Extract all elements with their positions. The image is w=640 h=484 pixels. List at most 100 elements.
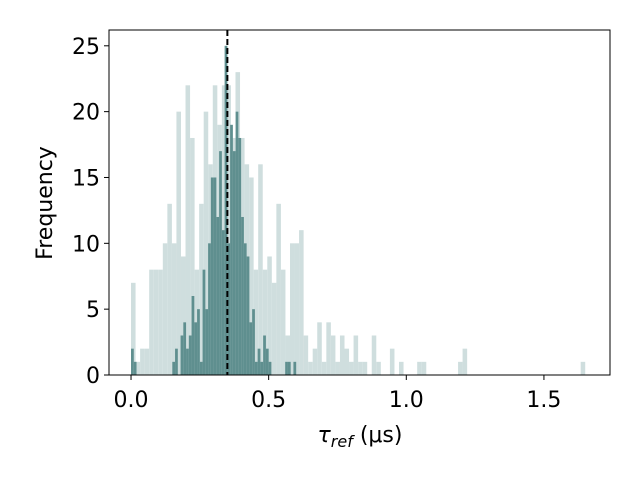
histogram-bar	[131, 282, 136, 375]
histogram-bar	[149, 269, 154, 375]
histogram-bar	[199, 203, 204, 375]
histogram-bar	[258, 164, 263, 375]
histogram-bar	[312, 348, 318, 375]
histogram-bar	[232, 151, 236, 375]
histogram-bar	[267, 256, 272, 375]
histogram-bar	[330, 335, 336, 375]
histogram-bar	[249, 177, 254, 375]
y-tick-label: 20	[72, 101, 100, 126]
x-label-subscript: ref	[331, 432, 355, 451]
histogram-bar	[230, 124, 233, 375]
histogram-bar	[249, 322, 253, 375]
y-axis-label: Frequency	[33, 146, 58, 260]
plot-frame	[108, 29, 611, 376]
histogram-bar	[321, 361, 327, 375]
histogram-bar	[158, 269, 163, 375]
histogram-bar	[216, 216, 220, 375]
histogram-bar	[308, 361, 313, 375]
histogram-bar	[339, 335, 345, 375]
histogram-bar	[580, 361, 586, 375]
histogram-bar	[326, 322, 331, 375]
x-axis-label: τref (μs)	[318, 423, 403, 451]
histogram-bar	[260, 361, 264, 375]
histogram-bar	[219, 151, 222, 375]
histogram-bar	[224, 45, 228, 376]
histogram-bar	[221, 230, 225, 375]
histogram-bar	[176, 111, 181, 375]
histogram-bar	[246, 256, 250, 375]
x-label-symbol: τ	[318, 423, 332, 448]
histogram-bar	[226, 85, 231, 375]
histogram-bar	[253, 269, 259, 375]
histogram-bar	[335, 361, 340, 375]
histogram-bar	[362, 361, 368, 375]
y-tick-label: 5	[86, 298, 100, 323]
histogram-bar	[197, 309, 200, 375]
histogram-bar	[208, 243, 211, 375]
histogram-bar	[268, 361, 272, 375]
histogram-bar	[271, 282, 277, 375]
histogram-bar	[294, 243, 300, 375]
histogram-bar	[199, 361, 203, 375]
bars	[131, 30, 586, 376]
histogram-bar	[289, 243, 295, 375]
x-tick-label: 1.0	[389, 388, 424, 413]
histogram-bar	[371, 335, 377, 375]
histogram-bar	[458, 361, 463, 375]
histogram-bar	[344, 348, 350, 375]
histogram-bar	[203, 111, 209, 375]
histogram-bar	[299, 230, 304, 375]
x-tick-label: 0.5	[251, 388, 286, 413]
histogram-bar	[417, 361, 422, 375]
histogram-bar	[285, 361, 288, 375]
histogram-bar	[140, 348, 145, 375]
histogram-bar	[254, 361, 258, 375]
histogram-bar	[186, 348, 189, 375]
histogram-bar	[180, 335, 184, 375]
histogram-bar	[389, 348, 395, 375]
histogram-bar	[462, 348, 468, 375]
histogram-bar	[257, 348, 261, 375]
histogram-bar	[293, 361, 297, 375]
histogram-bar	[175, 348, 178, 375]
y-tick-label: 15	[72, 166, 100, 191]
histogram-bar	[241, 216, 244, 375]
histogram-bar	[205, 309, 209, 375]
histogram-bar	[421, 361, 427, 375]
histogram-bar	[358, 361, 363, 375]
histogram-bar	[194, 322, 198, 375]
histogram-bar	[131, 348, 134, 375]
y-tick-label: 10	[72, 232, 100, 257]
histogram-bar	[190, 137, 195, 375]
histogram-bar	[287, 361, 291, 375]
x-tick-label: 0.0	[114, 388, 149, 413]
histogram-bar	[238, 137, 242, 375]
histogram-bar	[252, 309, 255, 375]
histogram-bar	[285, 335, 290, 375]
histogram-bar	[167, 203, 172, 375]
histogram-bar	[185, 85, 191, 375]
histogram-bar	[144, 348, 150, 375]
histogram-bar	[202, 269, 206, 375]
histogram-bar	[153, 269, 159, 375]
histogram-bar	[183, 322, 187, 375]
histogram-bar	[188, 335, 192, 375]
histogram-bar	[180, 256, 186, 375]
histogram-bar	[349, 361, 354, 375]
histogram-bar	[399, 361, 404, 375]
histogram-bar	[317, 322, 322, 375]
histogram-bar	[171, 243, 177, 375]
histogram-bar	[162, 243, 168, 375]
histogram-bar	[210, 177, 214, 375]
y-tick-label: 25	[72, 35, 100, 60]
histogram-bar	[135, 361, 141, 375]
histogram-bar	[227, 243, 231, 375]
x-label-unit: (μs)	[353, 423, 403, 448]
histogram-bar	[265, 348, 269, 375]
histogram-bar	[191, 295, 195, 375]
histogram-bar	[263, 335, 266, 375]
histogram-bar	[235, 111, 239, 375]
x-tick-label: 1.5	[526, 388, 561, 413]
